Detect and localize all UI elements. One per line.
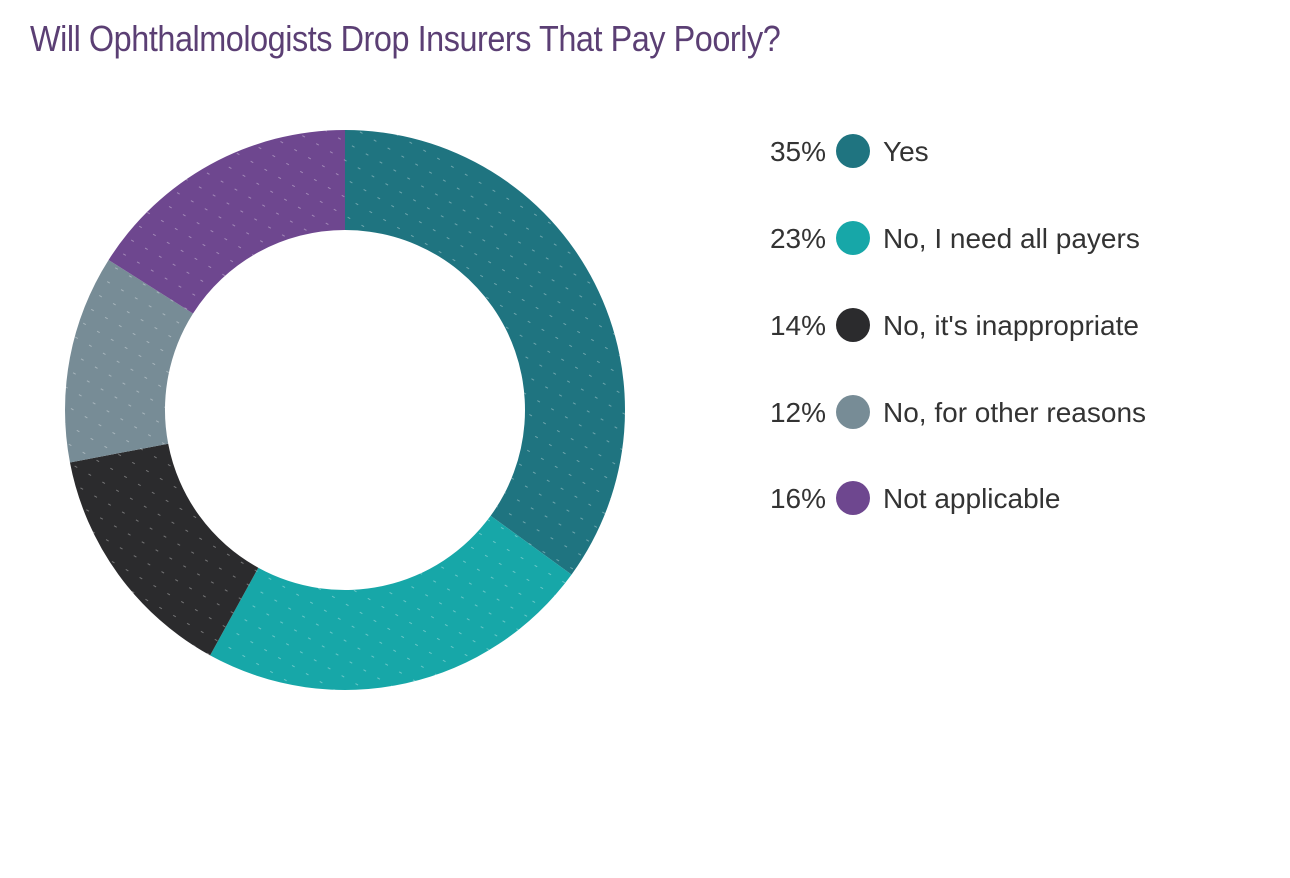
donut-slice-texture (64, 259, 194, 463)
donut-chart (40, 110, 640, 710)
donut-chart-svg (64, 130, 625, 690)
legend-swatch-icon (836, 221, 870, 255)
legend-label: No, I need all payers (883, 223, 1140, 254)
legend-swatch-icon (836, 308, 870, 342)
legend-item: 23% No, I need all payers (740, 217, 1240, 261)
legend-item: 12% No, for other reasons (740, 391, 1240, 435)
legend-swatch-icon (836, 481, 870, 515)
legend-label: Not applicable (883, 483, 1061, 514)
donut-slice-texture (69, 443, 259, 656)
donut-slice-texture (108, 130, 345, 314)
legend-item: 14% No, it's inappropriate (740, 304, 1240, 348)
chart-title: Will Ophthalmologists Drop Insurers That… (30, 18, 781, 59)
legend-label: No, for other reasons (883, 397, 1147, 428)
legend-item: 16% Not applicable (740, 477, 1240, 521)
legend-item: 35% Yes (740, 130, 1240, 174)
legend-swatch-icon (836, 395, 870, 429)
legend-value: 23% (769, 223, 826, 254)
legend-value: 35% (769, 136, 826, 167)
legend-value: 14% (769, 310, 826, 341)
legend-label: Yes (883, 136, 929, 167)
donut-slice-texture (345, 130, 625, 575)
donut-slice-texture (210, 515, 572, 690)
donut-slices (64, 130, 625, 690)
legend-swatch-icon (836, 134, 870, 168)
legend-value: 12% (769, 397, 826, 428)
legend-value: 16% (769, 483, 826, 514)
legend-label: No, it's inappropriate (883, 310, 1139, 341)
